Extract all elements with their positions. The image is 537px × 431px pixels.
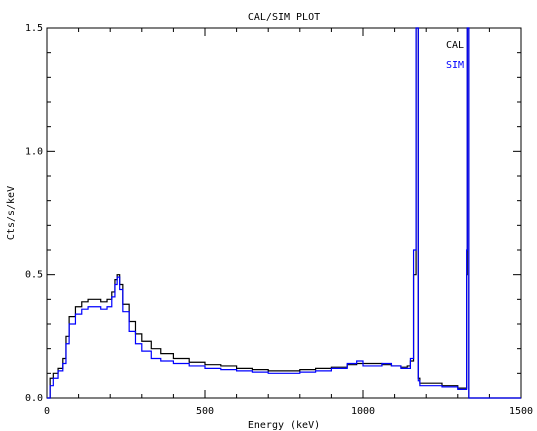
axis-ticks: 0 500 1000 1500 0.0 0.5 1.0 1.5 [25, 23, 533, 417]
y-axis-label: Cts/s/keV [6, 186, 17, 240]
x-tick-label: 1500 [509, 406, 533, 417]
series-layer [47, 27, 521, 399]
y-tick-label: 0.5 [25, 270, 43, 281]
plot-frame [46, 27, 522, 399]
x-tick-label: 1000 [351, 406, 375, 417]
x-tick-label: 0 [44, 406, 50, 417]
legend-entry-cal: CAL [446, 40, 464, 51]
legend: CAL SIM [446, 40, 464, 71]
y-tick-label: 0.0 [25, 393, 43, 404]
series-line-cal [47, 27, 521, 399]
chart-title: CAL/SIM PLOT [248, 12, 320, 23]
legend-entry-sim: SIM [446, 60, 464, 71]
x-tick-label: 500 [196, 406, 214, 417]
y-tick-label: 1.5 [25, 23, 43, 34]
y-tick-label: 1.0 [25, 146, 43, 157]
series-line-sim [47, 27, 521, 399]
x-axis-label: Energy (keV) [248, 420, 320, 431]
